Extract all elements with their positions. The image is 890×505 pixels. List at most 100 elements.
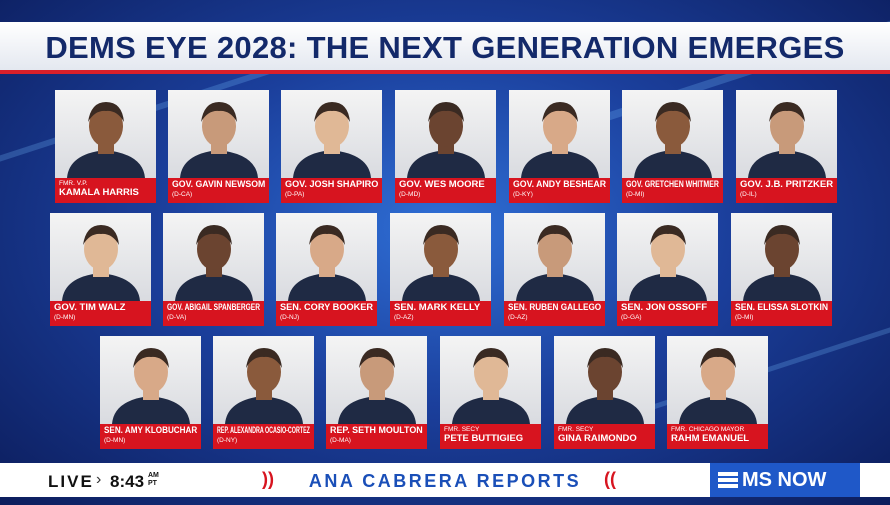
- party-line: (D-MA): [330, 436, 351, 444]
- name-label: GOV. JOSH SHAPIRO (D-PA): [281, 178, 382, 203]
- candidate-card: GOV. TIM WALZ (D-MN): [50, 213, 151, 326]
- silhouette: [679, 348, 757, 424]
- candidate-card: GOV. ANDY BESHEAR (D-KY): [509, 90, 610, 203]
- name-line: GOV. ANDY BESHEAR: [513, 179, 607, 190]
- photo-placeholder: [168, 90, 269, 178]
- party-line: (D-MI): [626, 190, 645, 198]
- name-line: SEN. ELISSA SLOTKIN: [735, 302, 829, 313]
- photo-placeholder: [281, 90, 382, 178]
- name-label: GOV. ABIGAIL SPANBERGER (D-VA): [163, 301, 264, 326]
- name-label: GOV. GAVIN NEWSOM (D-CA): [168, 178, 269, 203]
- silhouette: [566, 348, 644, 424]
- silhouette: [225, 348, 303, 424]
- photo-placeholder: [55, 90, 156, 178]
- name-line: GOV. WES MOORE: [399, 179, 485, 190]
- name-line: KAMALA HARRIS: [59, 186, 139, 198]
- name-line: GOV. JOSH SHAPIRO: [285, 179, 379, 190]
- title: DEMS EYE 2028: THE NEXT GENERATION EMERG…: [45, 30, 845, 65]
- arrow: ›: [96, 471, 102, 488]
- party-line: (D-PA): [285, 190, 305, 198]
- candidate-card: SEN. AMY KLOBUCHAR (D-MN): [100, 336, 201, 449]
- name-line: REP. SETH MOULTON: [330, 425, 423, 436]
- photo-placeholder: [504, 213, 605, 301]
- name-label: FMR. SECY GINA RAIMONDO: [554, 424, 655, 449]
- title-line: FMR. SECY: [444, 426, 480, 433]
- silhouette: [62, 225, 140, 301]
- candidate-card: REP. ALEXANDRA OCASIO-CORTEZ (D-NY): [213, 336, 314, 449]
- photo-placeholder: [667, 336, 768, 424]
- silhouette: [402, 225, 480, 301]
- candidate-card: GOV. JOSH SHAPIRO (D-PA): [281, 90, 382, 203]
- photo-placeholder: [617, 213, 718, 301]
- silhouette: [743, 225, 821, 301]
- party-line: (D-KY): [513, 190, 533, 198]
- name-label: FMR. CHICAGO MAYOR RAHM EMANUEL: [667, 424, 768, 449]
- party-line: (D-CA): [172, 190, 193, 198]
- party-line: (D-MD): [399, 190, 421, 198]
- name-line: GINA RAIMONDO: [558, 432, 637, 444]
- name-label: GOV. WES MOORE (D-MD): [395, 178, 496, 203]
- silhouette: [180, 102, 258, 178]
- candidate-card: SEN. MARK KELLY (D-AZ): [390, 213, 491, 326]
- name-line: PETE BUTTIGIEG: [444, 432, 524, 444]
- silhouette: [288, 225, 366, 301]
- photo-placeholder: [731, 213, 832, 301]
- candidate-card: GOV. WES MOORE (D-MD): [395, 90, 496, 203]
- photo-placeholder: [509, 90, 610, 178]
- name-line: GOV. GRETCHEN WHITMER: [626, 179, 719, 190]
- silhouette: [452, 348, 530, 424]
- candidate-card: GOV. J.B. PRITZKER (D-IL): [736, 90, 837, 203]
- party-line: (D-GA): [621, 313, 642, 321]
- party-line: (D-AZ): [394, 313, 414, 321]
- network-logo: MS NOW: [710, 463, 860, 497]
- time: 8:43: [110, 472, 145, 491]
- name-label: FMR. SECY PETE BUTTIGIEG: [440, 424, 541, 449]
- photo-placeholder: [554, 336, 655, 424]
- name-label: GOV. GRETCHEN WHITMER (D-MI): [622, 178, 723, 203]
- silhouette: [293, 102, 371, 178]
- candidate-card: FMR. V.P. KAMALA HARRIS: [55, 90, 156, 203]
- candidate-card: SEN. ELISSA SLOTKIN (D-MI): [731, 213, 832, 326]
- logo-icon: [718, 472, 738, 488]
- title-line: FMR. CHICAGO MAYOR: [671, 426, 745, 433]
- photo-placeholder: [736, 90, 837, 178]
- party-line: (D-VA): [167, 313, 187, 321]
- party-line: (D-MN): [104, 436, 126, 444]
- silhouette: [175, 225, 253, 301]
- network-name: MS NOW: [742, 469, 827, 491]
- name-label: GOV. J.B. PRITZKER (D-IL): [736, 178, 837, 203]
- candidate-card: GOV. ABIGAIL SPANBERGER (D-VA): [163, 213, 264, 326]
- name-line: SEN. CORY BOOKER: [280, 302, 374, 313]
- candidate-card: SEN. RUBEN GALLEGO (D-AZ): [504, 213, 605, 326]
- candidate-card: FMR. CHICAGO MAYOR RAHM EMANUEL: [667, 336, 768, 449]
- name-label: GOV. TIM WALZ (D-MN): [50, 301, 151, 326]
- decoration: ((: [604, 469, 616, 489]
- photo-placeholder: [163, 213, 264, 301]
- name-line: SEN. MARK KELLY: [394, 302, 481, 313]
- photo-placeholder: [100, 336, 201, 424]
- time-zone: PT: [148, 480, 157, 487]
- party-line: (D-AZ): [508, 313, 528, 321]
- name-label: FMR. V.P. KAMALA HARRIS: [55, 178, 156, 203]
- title-line: FMR. SECY: [558, 426, 594, 433]
- silhouette: [521, 102, 599, 178]
- name-label: SEN. JON OSSOFF (D-GA): [617, 301, 718, 326]
- name-line: SEN. RUBEN GALLEGO: [508, 302, 602, 313]
- photo-placeholder: [390, 213, 491, 301]
- candidate-card: FMR. SECY PETE BUTTIGIEG: [440, 336, 541, 449]
- name-line: RAHM EMANUEL: [671, 432, 750, 444]
- candidate-card: SEN. JON OSSOFF (D-GA): [617, 213, 718, 326]
- name-label: SEN. MARK KELLY (D-AZ): [390, 301, 491, 326]
- photo-placeholder: [622, 90, 723, 178]
- silhouette: [67, 102, 145, 178]
- silhouette: [629, 225, 707, 301]
- candidate-card: GOV. GRETCHEN WHITMER (D-MI): [622, 90, 723, 203]
- party-line: (D-NJ): [280, 313, 300, 321]
- name-line: SEN. AMY KLOBUCHAR: [104, 425, 198, 436]
- candidate-card: FMR. SECY GINA RAIMONDO: [554, 336, 655, 449]
- name-label: SEN. ELISSA SLOTKIN (D-MI): [731, 301, 832, 326]
- title-line: FMR. V.P.: [59, 180, 88, 187]
- silhouette: [516, 225, 594, 301]
- silhouette: [748, 102, 826, 178]
